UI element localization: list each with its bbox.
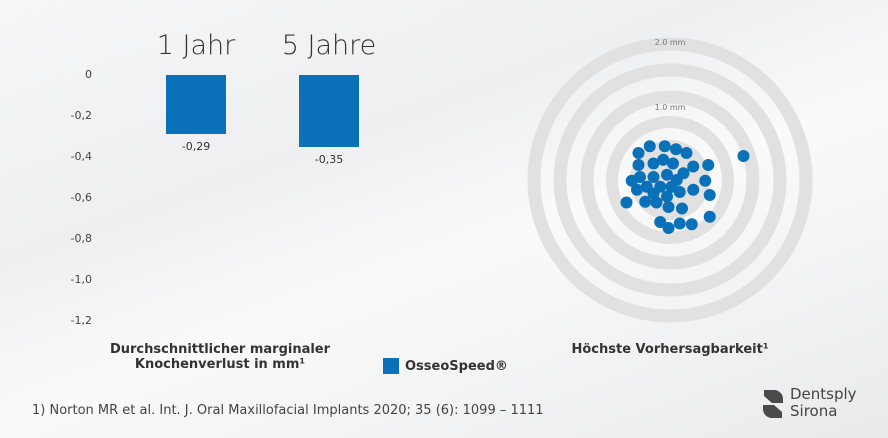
- data-point: [662, 201, 675, 213]
- ring-label: 2.0 mm: [655, 38, 686, 47]
- data-point: [703, 210, 716, 223]
- data-point: [631, 183, 643, 196]
- data-point: [620, 196, 633, 209]
- data-point: [687, 160, 700, 173]
- data-point: [687, 183, 700, 196]
- caption-line-2: Knochenverlust in mm¹: [134, 357, 306, 372]
- logo-s-icon: [763, 390, 783, 418]
- data-point: [667, 157, 679, 170]
- data-point: [639, 195, 652, 208]
- bar: [299, 75, 359, 147]
- category-label: 5 Jahre: [281, 30, 377, 61]
- data-point: [643, 140, 656, 153]
- category-label: 1 Jahr: [156, 30, 236, 61]
- logo-text-2: Sirona: [790, 402, 838, 420]
- target-title: Höchste Vorhersagbarkeit¹: [571, 342, 769, 357]
- legend-swatch: [383, 358, 399, 374]
- data-point: [673, 186, 686, 198]
- y-tick-label: -1,0: [70, 273, 92, 286]
- y-tick-label: -0,4: [70, 150, 92, 163]
- data-point: [699, 174, 712, 187]
- data-point: [632, 159, 645, 171]
- data-point: [647, 187, 660, 200]
- target-ring: [553, 63, 787, 297]
- target-scatter: 2.0 mm 1.0 mm: [527, 37, 813, 323]
- y-tick-label: -0,6: [70, 191, 92, 204]
- data-point: [676, 202, 688, 215]
- data-label: -0,29: [181, 140, 211, 154]
- data-point: [662, 222, 675, 234]
- data-point: [670, 143, 682, 156]
- target-ring: [580, 90, 760, 270]
- y-tick-label: -1,2: [70, 314, 92, 327]
- data-point: [737, 150, 750, 162]
- ring-label: 1.0 mm: [655, 103, 686, 112]
- data-point: [632, 147, 645, 159]
- data-point: [661, 168, 673, 181]
- target-ring: [527, 37, 813, 323]
- data-point: [680, 147, 693, 159]
- y-tick-label: 0: [85, 68, 92, 81]
- bar-chart-caption: Durchschnittlicher marginaler Knochenver…: [95, 342, 345, 372]
- data-point: [654, 216, 667, 228]
- y-tick-label: -0,2: [70, 109, 92, 122]
- data-point: [657, 153, 670, 166]
- y-tick-label: -0,8: [70, 232, 92, 245]
- data-point: [673, 217, 686, 230]
- data-point: [661, 190, 673, 203]
- legend-label: OsseoSpeed®: [405, 359, 508, 374]
- footnote: 1) Norton MR et al. Int. J. Oral Maxillo…: [32, 403, 544, 418]
- data-point: [685, 218, 698, 231]
- data-point: [647, 157, 660, 170]
- data-point: [702, 159, 715, 171]
- target-ring: [606, 116, 734, 244]
- data-point: [647, 171, 660, 183]
- logo-text-1: Dentsply: [790, 385, 857, 403]
- data-point: [658, 140, 671, 153]
- data-point: [634, 171, 646, 183]
- bar: [166, 75, 226, 135]
- data-label: -0,35: [314, 152, 344, 166]
- data-point: [703, 189, 716, 201]
- caption-line-1: Durchschnittlicher marginaler: [109, 342, 331, 357]
